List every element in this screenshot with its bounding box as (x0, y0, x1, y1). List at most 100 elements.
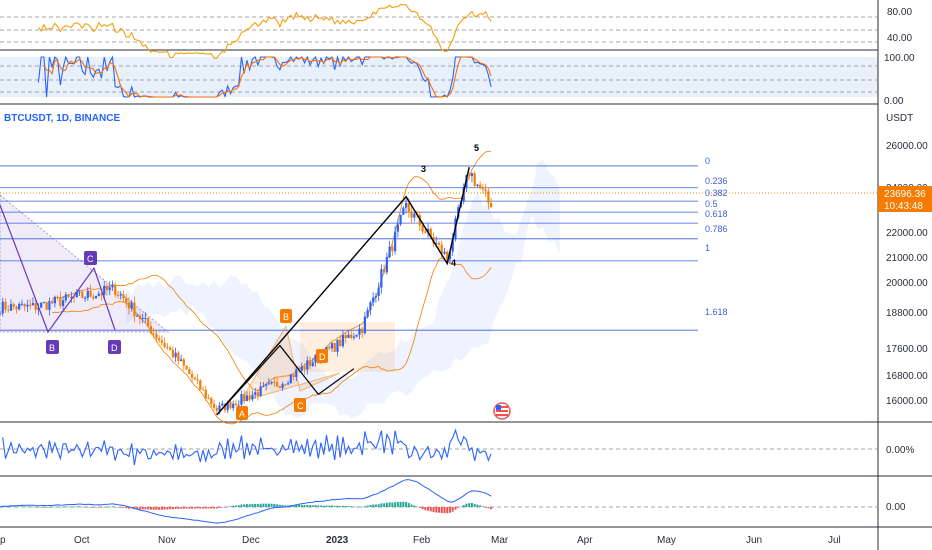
candle-body (160, 340, 163, 343)
elliott-wave-lines[interactable] (0, 167, 470, 416)
candle-body (281, 384, 284, 388)
candle-body (136, 315, 139, 317)
candle-body (94, 295, 98, 299)
macd-histogram-bar (278, 504, 281, 507)
macd-histogram-bar (64, 506, 67, 508)
candle-body (81, 291, 84, 298)
candle-body (243, 393, 246, 401)
stoch-axis-tick: 100.00 (884, 53, 915, 64)
macd-histogram-bar (265, 503, 268, 507)
macd-histogram-bar (490, 507, 493, 510)
fib-level-label: 0.618 (705, 209, 728, 219)
candle-body (380, 269, 383, 288)
macd-histogram-bar (78, 506, 81, 508)
candle-body (226, 401, 229, 411)
purple-wave-badge[interactable] (108, 340, 121, 354)
candle-body (1, 301, 4, 314)
candle-body (484, 189, 487, 192)
candle-body (155, 333, 158, 339)
macd-histogram-bar (243, 504, 246, 507)
candle-body (144, 318, 147, 320)
macd-histogram-bar (309, 505, 312, 507)
macd-histogram-bar (202, 507, 205, 509)
macd-histogram-bar (303, 505, 306, 507)
candle-body (67, 294, 70, 297)
candle-body (4, 301, 7, 310)
macd-histogram-bar (383, 503, 386, 507)
ichimoku-cloud-area (126, 160, 560, 419)
macd-histogram-bar (385, 502, 388, 507)
fibonacci-retracement[interactable] (0, 165, 698, 331)
time-axis-label: Nov (158, 535, 176, 546)
orange-wave-badge[interactable] (280, 309, 292, 323)
candle-body (437, 242, 441, 245)
macd-histogram-bar (15, 506, 18, 508)
macd-histogram-bar (440, 507, 443, 514)
candle-body (141, 318, 144, 320)
purple-wave-badge[interactable] (46, 340, 59, 354)
macd-histogram-bar (108, 506, 111, 508)
macd-histogram-bar (416, 506, 419, 508)
macd-histogram-bar (89, 506, 92, 508)
orange-wave-badge[interactable] (316, 349, 328, 363)
macd-histogram-bar (438, 507, 440, 513)
candle-body (0, 313, 2, 315)
candle-body (404, 202, 408, 208)
candle-body (270, 381, 273, 384)
macd-histogram-bar (418, 507, 421, 508)
last-price-badge[interactable] (878, 186, 932, 212)
macd-histogram-bar (341, 505, 344, 507)
orange-wave-line (216, 344, 355, 416)
us-flag-event-icon[interactable] (493, 402, 511, 420)
time-axis-label: Dec (242, 535, 260, 546)
candle-body (394, 231, 397, 252)
candle-body (20, 303, 24, 305)
candle-body (105, 285, 109, 291)
candle-body (190, 374, 194, 378)
candle-body (286, 383, 290, 385)
symbol-title[interactable]: BTCUSDT, 1D, BINANCE (4, 113, 120, 124)
macd-histogram-bar (256, 504, 259, 507)
candle-body (303, 366, 306, 370)
macd-histogram-bar (210, 507, 213, 509)
macd-histogram-bar (218, 507, 221, 508)
macd-histogram-bar (67, 506, 70, 508)
candle-body (23, 303, 26, 307)
orange-wave-badge[interactable] (294, 398, 306, 412)
purple-wave-line (0, 204, 116, 334)
macd-histogram-bar (446, 507, 449, 514)
candle-body (350, 334, 353, 338)
oscillator-indicator (2, 428, 492, 465)
macd-histogram-bar (81, 506, 84, 508)
fib-level-label: 1.618 (705, 307, 728, 317)
candle-body (229, 401, 232, 409)
candle-body (42, 302, 45, 304)
candle-body (18, 303, 21, 310)
candle-body (133, 302, 136, 317)
candle-body (53, 296, 56, 304)
macd-histogram-bar (37, 507, 40, 508)
orange-wave-badge[interactable] (236, 406, 248, 420)
macd-histogram-bar (251, 504, 254, 507)
fib-level-label: 0.5 (705, 199, 718, 209)
macd-histogram-bar (207, 507, 210, 509)
candle-body (51, 301, 54, 304)
candle-body (413, 213, 416, 218)
candle-body (221, 403, 224, 406)
purple-wave-label: B (49, 343, 55, 353)
rsi-axis-tick: 40.00 (887, 33, 912, 44)
macd-histogram-bar (125, 507, 128, 509)
macd-histogram-bar (421, 507, 424, 510)
purple-wave-badge[interactable] (84, 251, 97, 265)
macd-histogram-bar (70, 506, 73, 508)
countdown-value: 10:43:48 (884, 201, 923, 212)
osc-axis-tick: 0.00% (886, 445, 914, 456)
candle-body (377, 287, 380, 297)
macd-histogram-bar (23, 506, 26, 508)
stochastic-indicator (37, 54, 492, 98)
macd-histogram-bar (177, 507, 180, 509)
candle-body (193, 377, 196, 380)
macd-histogram-bar (119, 507, 122, 508)
macd-histogram-bar (248, 504, 251, 507)
